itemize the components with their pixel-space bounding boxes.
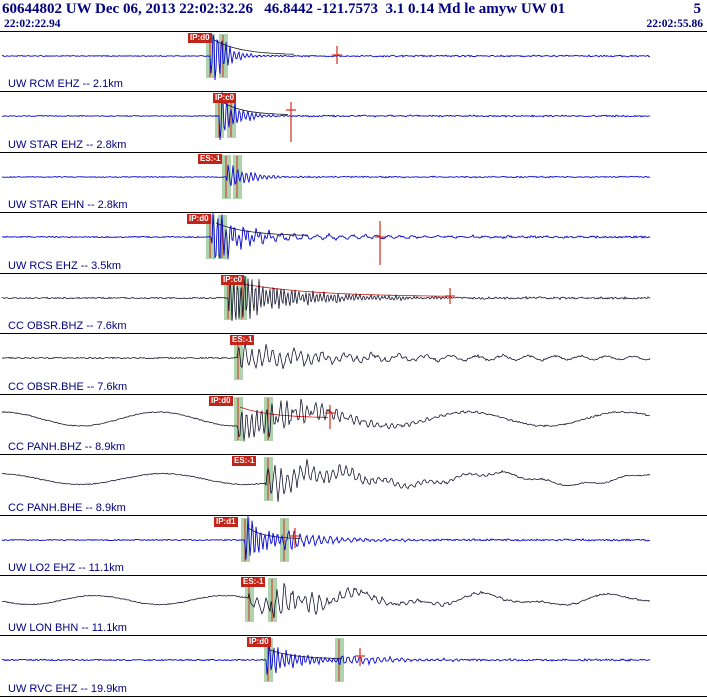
station-channel-label: UW RCM EHZ -- 2.1km [8, 78, 123, 91]
station-channel-label: UW RCS EHZ -- 3.5km [8, 259, 122, 272]
trace-panel[interactable]: ES:-1 CC OBSR.BHE -- 7.6km [0, 334, 707, 395]
station-channel-label: CC OBSR.BHZ -- 7.6km [8, 320, 127, 333]
coda-decay-curve [269, 649, 343, 660]
pick-flag[interactable]: ES:-1 [232, 456, 257, 467]
waveform-trace [1, 644, 651, 675]
waveform-plot[interactable] [0, 576, 707, 636]
trace-panel[interactable]: IP:d0 UW RCM EHZ -- 2.1km [0, 32, 707, 93]
station-channel-label: UW LO2 EHZ -- 11.1km [8, 561, 124, 574]
pick-flag[interactable]: ES:-1 [198, 153, 223, 164]
waveform-trace [2, 34, 651, 81]
pick-flag[interactable]: IP:d0 [188, 33, 212, 43]
pick-flag[interactable]: ES:-1 [241, 576, 266, 587]
waveform-trace [1, 583, 651, 619]
station-channel-label: CC OBSR.BHE -- 7.6km [8, 380, 128, 393]
waveform-plot[interactable] [0, 274, 707, 334]
trace-panel[interactable]: IP:d1 UW LO2 EHZ -- 11.1km [0, 515, 707, 576]
waveform-plot[interactable] [0, 32, 707, 92]
pick-flag[interactable]: IP:d0 [187, 214, 211, 225]
pick-flag[interactable]: IP:d0 [247, 637, 271, 648]
station-channel-label: CC PANH.BHZ -- 8.9km [8, 441, 126, 454]
waveform-trace [1, 92, 651, 141]
event-summary: 60644802 UW Dec 06, 2013 22:02:32.26 46.… [2, 1, 566, 17]
pick-flag[interactable]: IP:c0 [213, 93, 237, 104]
waveform-plot[interactable] [0, 153, 707, 213]
waveform-plot[interactable] [0, 515, 707, 576]
window-end-time: 22:02:55.86 [646, 18, 703, 30]
waveform-trace [1, 213, 651, 260]
pick-flag[interactable]: IP:d0 [209, 395, 233, 406]
trace-panel[interactable]: IP:c0 CC OBSR.BHZ -- 7.6km [0, 273, 707, 335]
pick-flag[interactable]: IP:c0 [221, 274, 245, 285]
waveform-trace [1, 398, 651, 442]
time-window-bar: 22:02:22.94 22:02:55.86 [0, 18, 707, 31]
station-channel-label: UW RVC EHZ -- 19.9km [8, 682, 127, 695]
waveform-trace [1, 459, 651, 502]
waveform-trace [1, 515, 651, 560]
station-channel-label: CC PANH.BHE -- 8.9km [8, 501, 126, 514]
station-channel-label: UW STAR EHZ -- 2.8km [8, 138, 127, 151]
coda-decay-curve [232, 281, 449, 297]
station-channel-label: UW STAR EHN -- 2.8km [8, 199, 128, 212]
waveform-trace [1, 274, 651, 321]
event-header: 60644802 UW Dec 06, 2013 22:02:32.26 46.… [0, 0, 707, 18]
coda-decay-curve [213, 39, 295, 55]
pick-flag[interactable]: IP:d1 [214, 516, 238, 527]
trace-panels: IP:d0 UW RCM EHZ -- 2.1km IP:c0 UW STAR … [0, 31, 707, 697]
trace-panel[interactable]: IP:d0 CC PANH.BHZ -- 8.9km [0, 394, 707, 456]
trace-panel[interactable]: IP:d0 UW RCS EHZ -- 3.5km [0, 213, 707, 274]
waveform-plot[interactable] [0, 395, 707, 455]
trace-panel[interactable]: ES:-1 UW LON BHN -- 11.1km [0, 575, 707, 637]
waveform-trace [1, 164, 651, 186]
waveform-plot[interactable] [0, 636, 707, 696]
coda-decay-curve [239, 406, 329, 418]
trace-count: 5 [693, 1, 702, 17]
trace-panel[interactable]: IP:c0 UW STAR EHZ -- 2.8km [0, 92, 707, 153]
window-start-time: 22:02:22.94 [4, 18, 61, 30]
trace-panel[interactable]: IP:d0 UW RVC EHZ -- 19.9km [0, 636, 707, 697]
waveform-trace [1, 342, 651, 370]
waveform-plot[interactable] [0, 455, 707, 515]
station-channel-label: UW LON BHN -- 11.1km [8, 622, 127, 635]
pick-flag[interactable]: ES:-1 [230, 335, 255, 346]
trace-panel[interactable]: ES:-1 UW STAR EHN -- 2.8km [0, 152, 707, 214]
trace-panel[interactable]: ES:-1 CC PANH.BHE -- 8.9km [0, 455, 707, 516]
